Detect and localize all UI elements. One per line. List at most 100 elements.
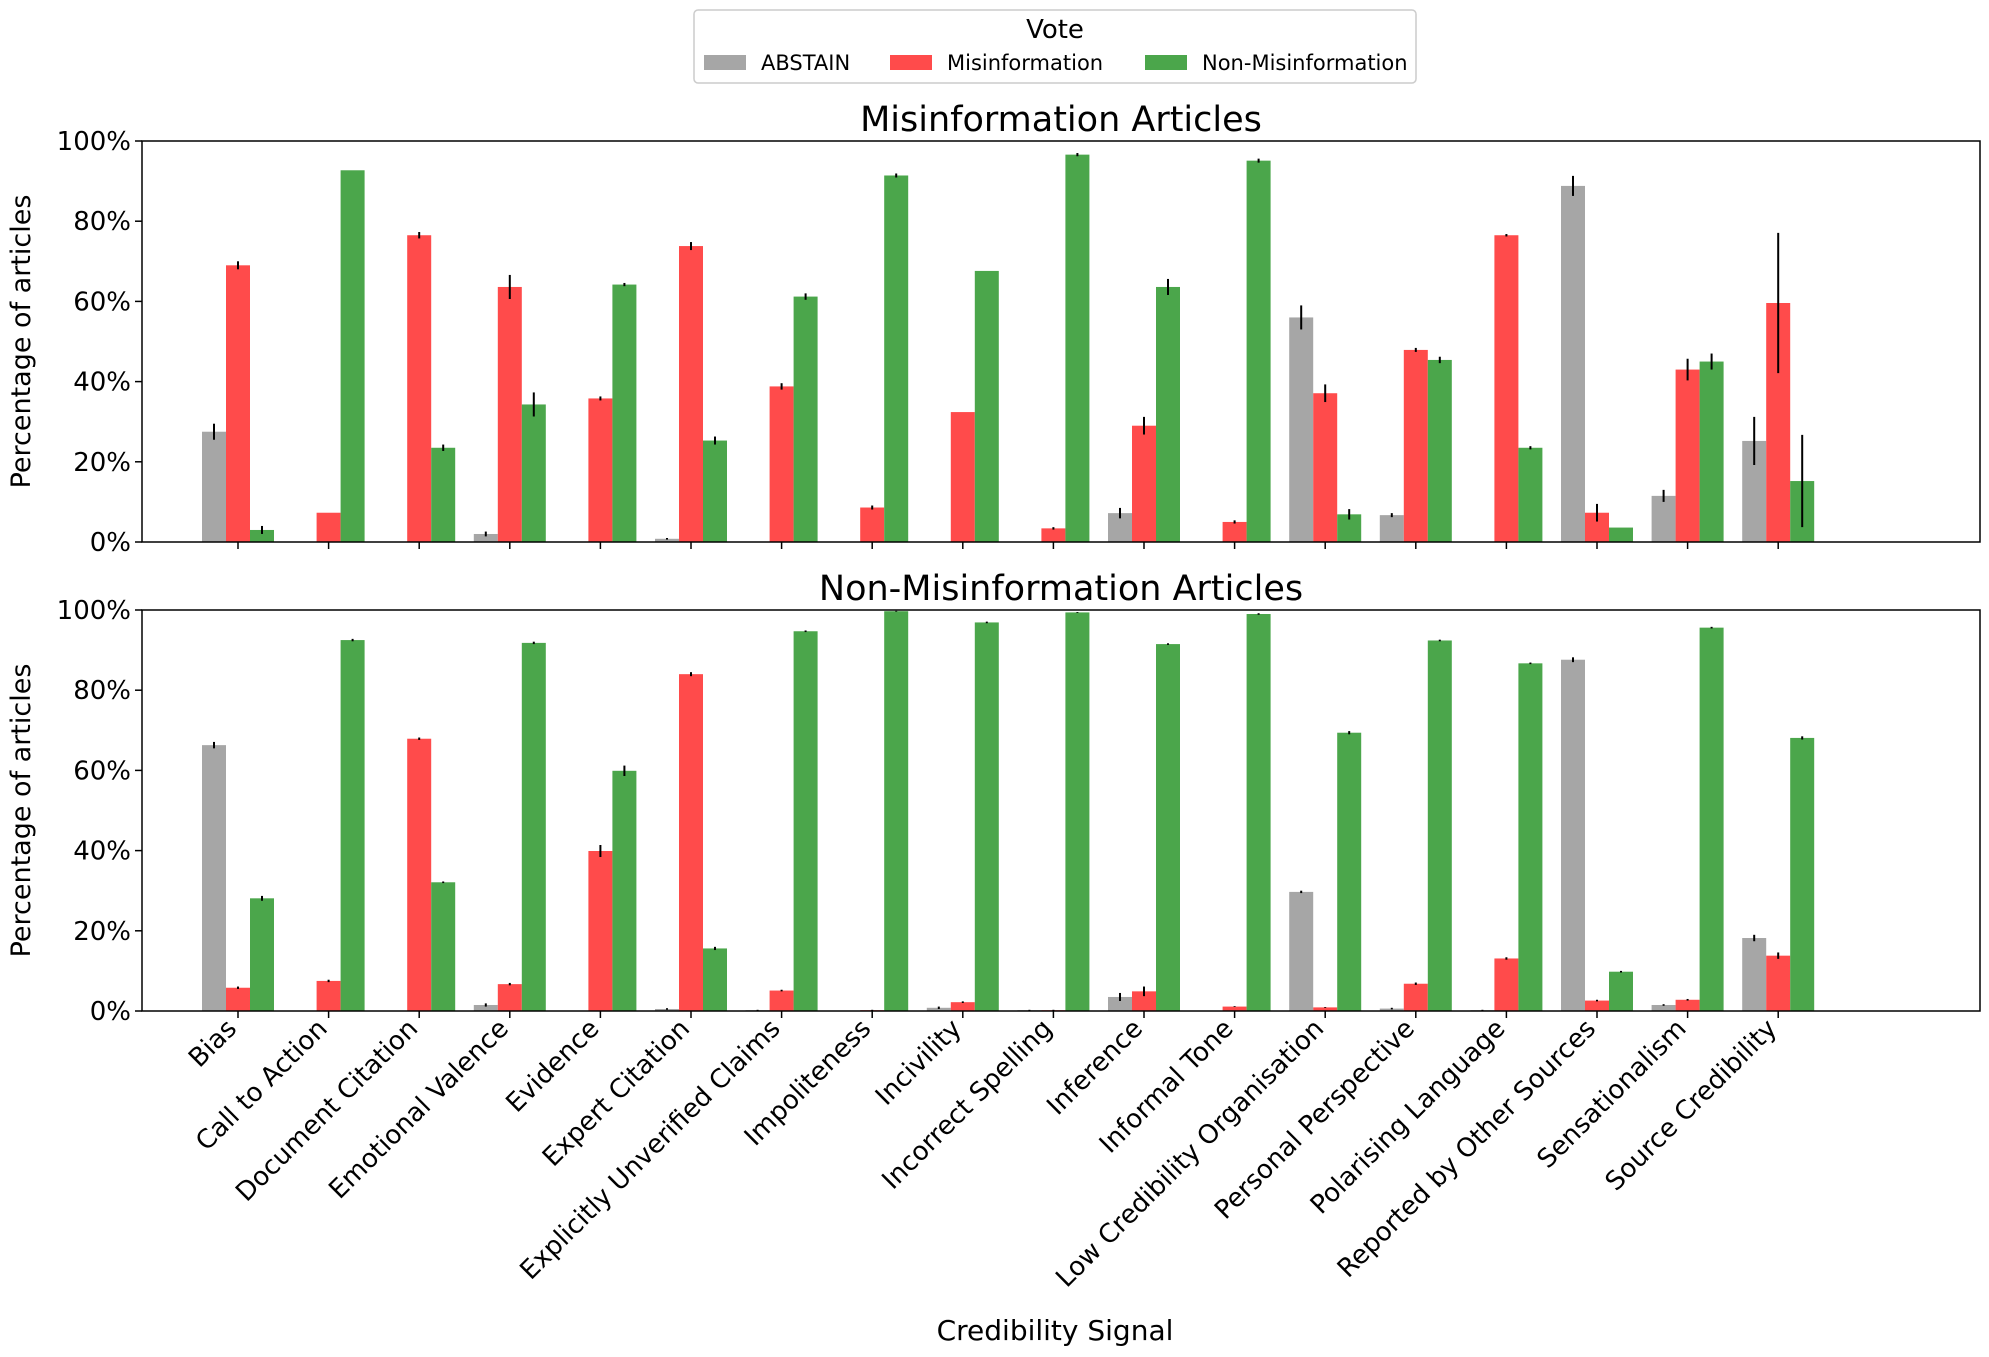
bar-misinformation-call-to-action xyxy=(316,980,341,1011)
x-tick-label-document-citation: Document Citation xyxy=(230,1014,424,1208)
bar-misinformation-document-citation xyxy=(407,235,432,543)
legend-swatch-non-misinformation xyxy=(1145,55,1187,70)
bar-misinformation-sensationalism xyxy=(1675,369,1700,542)
y-tick-label: 40% xyxy=(73,368,131,398)
bar-abstain-source-credibility xyxy=(1742,938,1767,1011)
bar-non-misinformation-sensationalism xyxy=(1699,627,1724,1011)
bar-non-misinformation-informal-tone xyxy=(1246,160,1271,543)
bar-abstain-reported-by-other-sources xyxy=(1561,659,1585,1011)
bar-misinformation-informal-tone xyxy=(1222,1006,1247,1011)
panel-non-misinformation-articles: Non-Misinformation Articles 0% 20% 40% 60% 80… xyxy=(6,569,1981,1027)
bar-non-misinformation-personal-perspective xyxy=(1427,359,1452,542)
bar-non-misinformation-call-to-action xyxy=(340,170,365,542)
y-tick-label: 60% xyxy=(73,756,131,786)
plot-frame xyxy=(141,609,1981,1012)
bar-non-misinformation-incivility xyxy=(974,622,999,1011)
bar-misinformation-informal-tone xyxy=(1222,521,1247,542)
bar-non-misinformation-call-to-action xyxy=(340,640,365,1011)
legend-title: Vote xyxy=(1026,15,1084,45)
legend-swatch-abstain xyxy=(704,55,746,70)
bar-non-misinformation-document-citation xyxy=(431,882,456,1011)
bar-misinformation-document-citation xyxy=(407,738,432,1011)
bar-non-misinformation-incorrect-spelling xyxy=(1065,154,1090,542)
panel-misinformation-articles: Misinformation Articles 0% 20% 40% 60% 80% 100… xyxy=(6,100,1981,558)
y-axis-label: Percentage of articles xyxy=(6,664,37,958)
bar-non-misinformation-reported-by-other-sources xyxy=(1609,527,1633,542)
bar-misinformation-personal-perspective xyxy=(1403,349,1428,542)
bar-misinformation-emotional-valence xyxy=(497,286,522,542)
bar-non-misinformation-bias xyxy=(250,898,274,1011)
y-tick-label: 80% xyxy=(73,207,131,237)
bar-abstain-personal-perspective xyxy=(1379,515,1404,542)
bar-non-misinformation-evidence xyxy=(612,770,637,1011)
bar-non-misinformation-expert-citation xyxy=(703,440,727,542)
bar-misinformation-inference xyxy=(1132,991,1156,1011)
bar-abstain-sensationalism xyxy=(1651,1004,1676,1011)
bar-non-misinformation-source-credibility xyxy=(1790,737,1815,1011)
x-tick-label-source-credibility: Source Credibility xyxy=(1600,1014,1783,1197)
bar-non-misinformation-emotional-valence xyxy=(521,642,546,1011)
bar-misinformation-evidence xyxy=(588,851,613,1011)
bar-non-misinformation-evidence xyxy=(612,284,637,542)
bar-misinformation-impoliteness xyxy=(860,507,885,542)
legend-frame xyxy=(693,9,1417,84)
x-tick-label-bias: Bias xyxy=(183,1014,243,1074)
bar-non-misinformation-explicitly-unverified-claims xyxy=(793,296,818,542)
bar-misinformation-low-credibility-organisation xyxy=(1313,1007,1338,1011)
bar-abstain-expert-citation xyxy=(655,538,679,542)
y-axis-label: Percentage of articles xyxy=(6,195,37,489)
bar-non-misinformation-impoliteness xyxy=(884,175,909,542)
bar-non-misinformation-impoliteness xyxy=(884,611,909,1011)
panel-title: Misinformation Articles xyxy=(860,100,1262,140)
bar-non-misinformation-incivility xyxy=(974,270,999,542)
bar-abstain-inference xyxy=(1108,996,1132,1011)
bar-non-misinformation-sensationalism xyxy=(1699,361,1724,542)
bar-abstain-bias xyxy=(202,431,226,542)
bar-non-misinformation-inference xyxy=(1156,286,1180,542)
bar-abstain-bias xyxy=(202,745,226,1011)
bar-misinformation-low-credibility-organisation xyxy=(1313,393,1338,542)
bar-non-misinformation-informal-tone xyxy=(1246,614,1271,1011)
bar-abstain-expert-citation xyxy=(655,1008,679,1011)
y-tick-label: 80% xyxy=(73,676,131,706)
legend-label-non-misinformation: Non-Misinformation xyxy=(1202,51,1408,75)
bar-abstain-sensationalism xyxy=(1651,495,1676,542)
legend-label-abstain: ABSTAIN xyxy=(761,51,850,75)
bar-non-misinformation-bias xyxy=(250,529,274,542)
bar-abstain-emotional-valence xyxy=(473,533,498,542)
bar-non-misinformation-polarising-language xyxy=(1518,663,1543,1011)
bar-non-misinformation-explicitly-unverified-claims xyxy=(793,631,818,1011)
bar-non-misinformation-personal-perspective xyxy=(1427,640,1452,1011)
bar-abstain-personal-perspective xyxy=(1379,1008,1404,1011)
y-tick-label: 0% xyxy=(90,997,131,1027)
y-tick-label: 40% xyxy=(73,837,131,867)
bar-abstain-low-credibility-organisation xyxy=(1289,891,1314,1011)
bar-non-misinformation-low-credibility-organisation xyxy=(1337,732,1362,1011)
bar-non-misinformation-expert-citation xyxy=(703,948,727,1011)
bar-non-misinformation-incorrect-spelling xyxy=(1065,612,1090,1011)
bar-misinformation-call-to-action xyxy=(316,512,341,542)
bar-misinformation-expert-citation xyxy=(679,246,703,542)
bar-non-misinformation-document-citation xyxy=(431,447,456,542)
bar-non-misinformation-emotional-valence xyxy=(521,404,546,542)
panel-title: Non-Misinformation Articles xyxy=(819,569,1303,609)
bar-abstain-incivility xyxy=(926,1007,951,1011)
bar-abstain-low-credibility-organisation xyxy=(1289,317,1314,542)
bar-misinformation-incorrect-spelling xyxy=(1041,528,1066,542)
bar-misinformation-sensationalism xyxy=(1675,999,1700,1011)
bar-misinformation-polarising-language xyxy=(1494,235,1519,543)
y-tick-label: 60% xyxy=(73,287,131,317)
bar-misinformation-bias xyxy=(226,265,250,542)
bar-non-misinformation-reported-by-other-sources xyxy=(1609,971,1633,1011)
bar-misinformation-polarising-language xyxy=(1494,958,1519,1011)
y-tick-label: 0% xyxy=(90,528,131,558)
bar-misinformation-incivility xyxy=(950,412,975,542)
bar-misinformation-incivility xyxy=(950,1002,975,1011)
y-tick-label: 20% xyxy=(73,448,131,478)
bar-misinformation-emotional-valence xyxy=(497,984,522,1011)
plot-frame xyxy=(141,140,1981,543)
bar-abstain-reported-by-other-sources xyxy=(1561,185,1585,543)
x-axis-label: Credibility Signal xyxy=(937,1314,1174,1347)
bar-misinformation-bias xyxy=(226,987,250,1011)
bar-misinformation-evidence xyxy=(588,398,613,542)
